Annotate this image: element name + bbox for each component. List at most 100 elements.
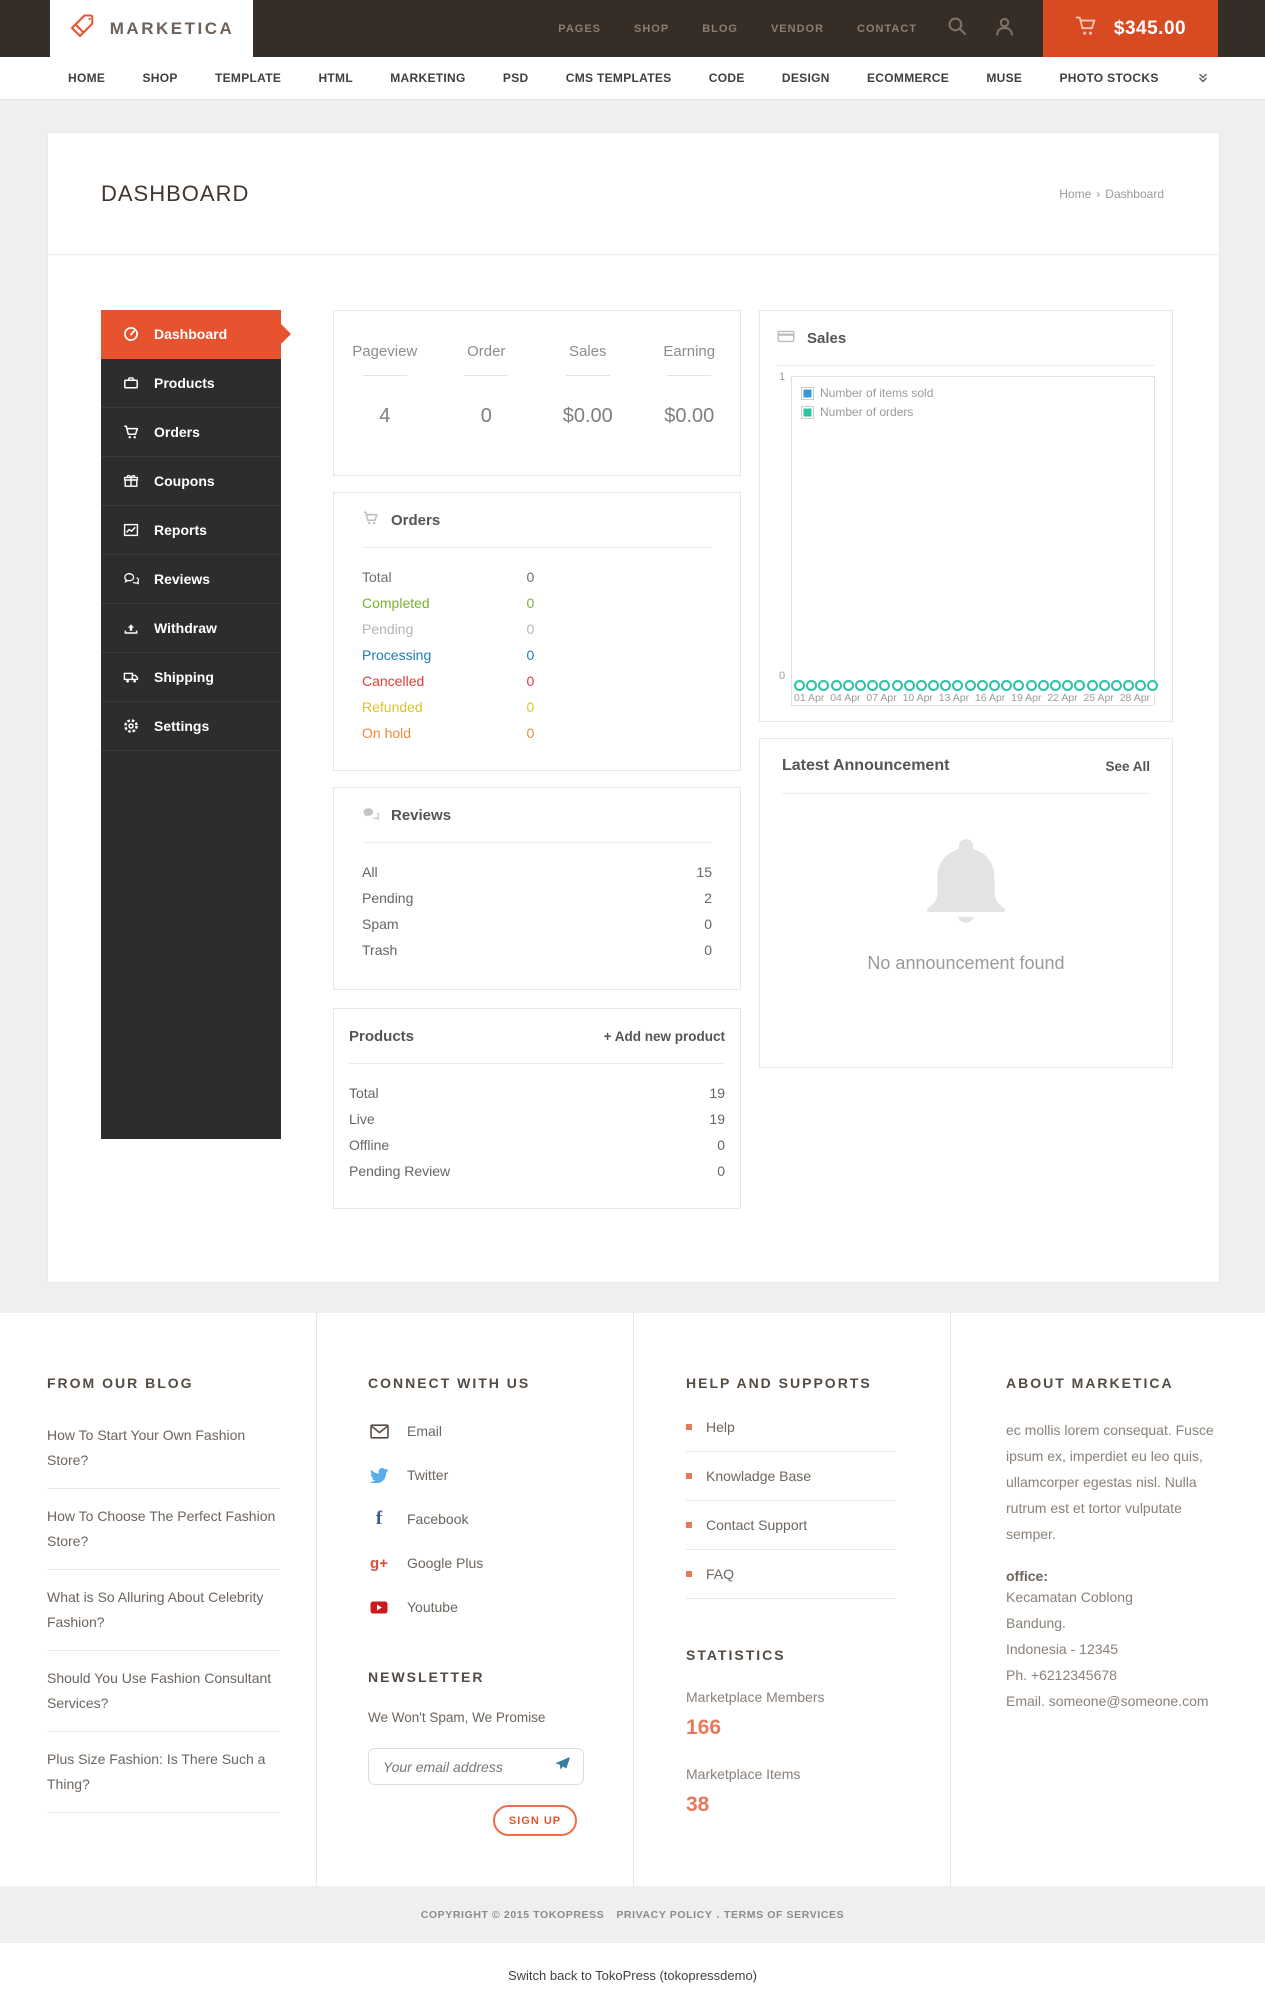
terms-link[interactable]: TERMS OF SERVICES [723, 1908, 845, 1921]
review-filter-label[interactable]: All [362, 864, 378, 880]
product-filter-label[interactable]: Pending Review [349, 1163, 451, 1179]
nav-marketing[interactable]: MARKETING [390, 71, 466, 85]
review-filter-label[interactable]: Spam [362, 916, 399, 932]
footer-heading: ABOUT MARKETICA [1006, 1375, 1174, 1391]
review-filter-label[interactable]: Trash [362, 942, 398, 958]
product-filter-label[interactable]: Live [349, 1111, 375, 1127]
order-status-label[interactable]: On hold [362, 725, 412, 741]
order-status-label[interactable]: Refunded [362, 699, 423, 715]
data-point [940, 680, 952, 691]
cart-icon [123, 424, 139, 440]
sidebar-item-reports[interactable]: Reports [101, 506, 281, 555]
help-link[interactable]: Help [686, 1403, 895, 1452]
sidebar-item-settings[interactable]: Settings [101, 702, 281, 751]
see-all-link[interactable]: See All [1105, 758, 1150, 774]
help-link[interactable]: Knowladge Base [686, 1452, 895, 1501]
legend-item: Number of items sold [801, 386, 933, 400]
data-point [854, 680, 866, 691]
nav-ecommerce[interactable]: ECOMMERCE [867, 71, 950, 85]
topbar-link-vendor[interactable]: VENDOR [770, 22, 825, 35]
order-status-label[interactable]: Pending [362, 621, 414, 637]
review-filter-label[interactable]: Pending [362, 890, 414, 906]
data-point [891, 680, 903, 691]
social-link-youtube[interactable]: Youtube [368, 1585, 583, 1629]
stat-value: $0.00 [664, 405, 715, 427]
help-link[interactable]: FAQ [686, 1550, 895, 1599]
nav-design[interactable]: DESIGN [781, 71, 830, 85]
sidebar-item-shipping[interactable]: Shipping [101, 653, 281, 702]
help-link-label: Knowladge Base [706, 1468, 812, 1484]
switch-back-link[interactable]: Switch back to TokoPress (tokopressdemo) [507, 1967, 758, 1983]
panel-title: Reviews [391, 806, 452, 824]
nav-code[interactable]: CODE [708, 71, 745, 85]
add-new-product-button[interactable]: + Add new product [603, 1028, 725, 1044]
nav-html[interactable]: HTML [318, 71, 353, 85]
blog-post-link[interactable]: How To Choose The Perfect Fashion Store? [47, 1489, 280, 1570]
topbar-link-pages[interactable]: PAGES [558, 22, 601, 35]
blog-post-link[interactable]: How To Start Your Own Fashion Store? [47, 1408, 280, 1489]
sidebar-item-reviews[interactable]: Reviews [101, 555, 281, 604]
user-account-icon[interactable] [994, 16, 1015, 42]
sales-panel: Sales 1 0 Number of items sold [759, 310, 1173, 722]
social-link-email[interactable]: Email [368, 1409, 583, 1453]
topbar-link-blog[interactable]: BLOG [702, 22, 738, 35]
nav-template[interactable]: TEMPLATE [214, 71, 282, 85]
topbar-link-contact[interactable]: CONTACT [857, 22, 917, 35]
gift-icon [123, 473, 139, 489]
sidebar-item-withdraw[interactable]: Withdraw [101, 604, 281, 653]
newsletter-email-input[interactable] [383, 1758, 554, 1775]
help-link[interactable]: Contact Support [686, 1501, 895, 1550]
data-point [928, 680, 940, 691]
logo[interactable]: MARKETICA [50, 0, 253, 57]
blog-post-link[interactable]: Should You Use Fashion Consultant Servic… [47, 1651, 280, 1732]
nav-photo-stocks[interactable]: PHOTO STOCKS [1059, 71, 1159, 85]
privacy-policy-link[interactable]: PRIVACY POLICY [616, 1908, 713, 1921]
data-point [1074, 680, 1086, 691]
marketplace-stat-label: Marketplace Items [686, 1766, 801, 1782]
chevron-double-down-icon[interactable] [1196, 71, 1210, 85]
search-icon[interactable] [947, 16, 968, 42]
order-status-label[interactable]: Completed [362, 595, 430, 611]
x-axis-tick: 13 Apr [938, 692, 970, 704]
cart-total: $345.00 [1113, 17, 1187, 39]
product-filter-label[interactable]: Offline [349, 1137, 390, 1153]
social-list: Email Twitter f Facebook g+ Google Plus … [368, 1409, 583, 1629]
order-status-row: Completed 0 [362, 590, 712, 616]
nav-muse[interactable]: MUSE [986, 71, 1023, 85]
review-count: 15 [696, 864, 712, 880]
order-status-label[interactable]: Total [362, 569, 392, 585]
cart-icon [1075, 15, 1099, 42]
divider [667, 375, 712, 376]
order-status-label[interactable]: Processing [362, 647, 432, 663]
announcement-panel-header: Latest Announcement See All [782, 739, 1150, 794]
data-point [1025, 680, 1037, 691]
social-link-twitter[interactable]: Twitter [368, 1453, 583, 1497]
stat-order: Order 0 [436, 343, 538, 475]
product-row: Live 19 [349, 1106, 725, 1132]
mini-cart[interactable]: $345.00 [1043, 0, 1218, 57]
social-link-google-plus[interactable]: g+ Google Plus [368, 1541, 583, 1585]
sidebar-item-dashboard[interactable]: Dashboard [101, 310, 281, 359]
sidebar-item-coupons[interactable]: Coupons [101, 457, 281, 506]
nav-psd[interactable]: PSD [502, 71, 529, 85]
nav-home[interactable]: HOME [68, 71, 106, 85]
footer-about-column: ABOUT MARKETICA ec mollis lorem consequa… [950, 1313, 1265, 1886]
order-status-label[interactable]: Cancelled [362, 673, 425, 689]
sign-up-button[interactable]: SIGN UP [493, 1805, 577, 1836]
topbar-link-shop[interactable]: SHOP [634, 22, 670, 35]
blog-post-link[interactable]: Plus Size Fashion: Is There Such a Thing… [47, 1732, 280, 1813]
social-link-facebook[interactable]: f Facebook [368, 1497, 583, 1541]
facebook-icon: f [375, 1508, 383, 1529]
social-label: Google Plus [407, 1555, 484, 1571]
footer-heading: NEWSLETTER [368, 1669, 485, 1685]
sidebar-item-products[interactable]: Products [101, 359, 281, 408]
product-filter-label[interactable]: Total [349, 1085, 379, 1101]
paper-plane-icon[interactable] [554, 1756, 571, 1777]
nav-cms-templates[interactable]: CMS TEMPLATES [565, 71, 672, 85]
blog-post-link[interactable]: What is So Alluring About Celebrity Fash… [47, 1570, 280, 1651]
truck-icon [123, 669, 139, 685]
breadcrumb-home[interactable]: Home [1059, 186, 1092, 201]
sidebar-item-orders[interactable]: Orders [101, 408, 281, 457]
social-label: Twitter [407, 1467, 449, 1483]
nav-shop[interactable]: SHOP [142, 71, 178, 85]
